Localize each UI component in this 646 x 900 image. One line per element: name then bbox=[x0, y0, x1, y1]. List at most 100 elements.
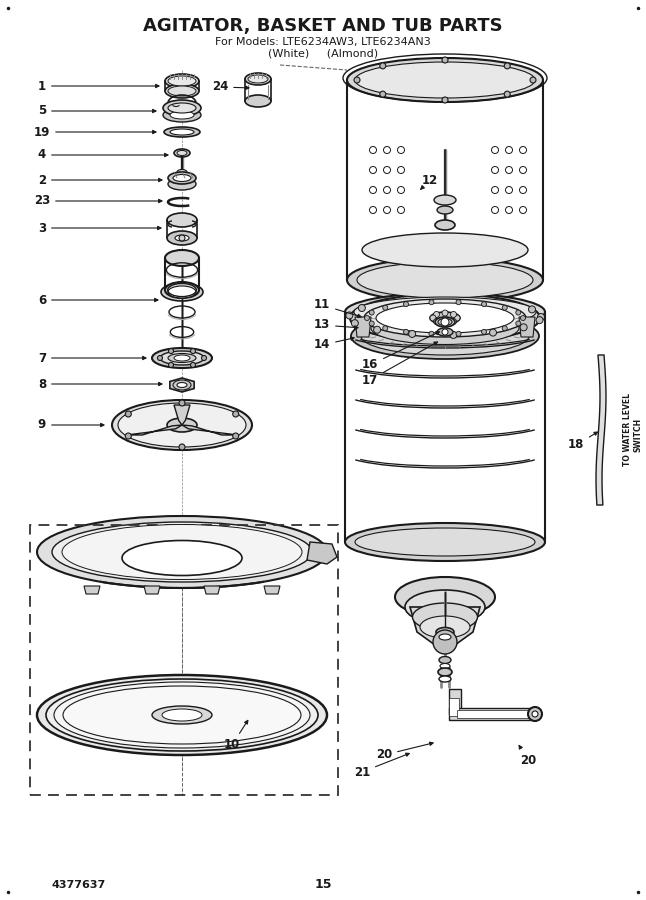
Circle shape bbox=[502, 326, 507, 331]
Circle shape bbox=[397, 206, 404, 213]
Text: 16: 16 bbox=[362, 332, 439, 372]
Circle shape bbox=[382, 326, 388, 331]
Circle shape bbox=[429, 331, 434, 337]
Ellipse shape bbox=[165, 282, 199, 298]
Ellipse shape bbox=[168, 286, 196, 298]
Ellipse shape bbox=[439, 634, 451, 640]
Circle shape bbox=[404, 302, 408, 307]
Circle shape bbox=[532, 711, 538, 717]
Circle shape bbox=[519, 186, 526, 194]
Polygon shape bbox=[449, 708, 535, 720]
Circle shape bbox=[456, 331, 461, 337]
Circle shape bbox=[492, 186, 499, 194]
Circle shape bbox=[481, 329, 486, 335]
Ellipse shape bbox=[163, 108, 201, 122]
Circle shape bbox=[179, 400, 185, 406]
Text: 1: 1 bbox=[38, 79, 159, 93]
Circle shape bbox=[359, 304, 366, 311]
Circle shape bbox=[433, 319, 439, 325]
Text: 8: 8 bbox=[38, 377, 162, 391]
Ellipse shape bbox=[437, 328, 453, 336]
Circle shape bbox=[354, 77, 360, 83]
Circle shape bbox=[433, 630, 457, 654]
Ellipse shape bbox=[175, 235, 189, 241]
Polygon shape bbox=[457, 710, 535, 718]
Ellipse shape bbox=[118, 403, 246, 447]
Ellipse shape bbox=[54, 682, 310, 748]
Circle shape bbox=[442, 97, 448, 103]
Ellipse shape bbox=[357, 262, 533, 298]
Circle shape bbox=[537, 313, 545, 320]
Ellipse shape bbox=[52, 522, 312, 582]
Ellipse shape bbox=[160, 351, 204, 365]
Ellipse shape bbox=[350, 294, 540, 342]
Circle shape bbox=[454, 315, 460, 321]
Ellipse shape bbox=[167, 418, 197, 432]
Circle shape bbox=[506, 147, 512, 154]
Circle shape bbox=[481, 302, 486, 307]
Circle shape bbox=[404, 329, 408, 335]
Ellipse shape bbox=[37, 516, 327, 588]
Polygon shape bbox=[127, 425, 182, 435]
Ellipse shape bbox=[430, 312, 460, 324]
Ellipse shape bbox=[435, 220, 455, 230]
Ellipse shape bbox=[165, 250, 199, 266]
Text: 15: 15 bbox=[314, 878, 332, 892]
Polygon shape bbox=[84, 586, 100, 594]
Text: 20: 20 bbox=[519, 745, 536, 767]
Ellipse shape bbox=[37, 675, 327, 755]
Text: For Models: LTE6234AW3, LTE6234AN3: For Models: LTE6234AW3, LTE6234AN3 bbox=[215, 37, 431, 47]
Circle shape bbox=[450, 319, 457, 325]
Ellipse shape bbox=[168, 86, 196, 96]
Circle shape bbox=[492, 206, 499, 213]
Ellipse shape bbox=[46, 679, 318, 751]
Polygon shape bbox=[182, 425, 238, 435]
Text: TO WATER LEVEL: TO WATER LEVEL bbox=[623, 393, 632, 466]
Circle shape bbox=[516, 310, 521, 315]
Circle shape bbox=[450, 311, 457, 318]
Ellipse shape bbox=[376, 303, 514, 333]
Circle shape bbox=[506, 166, 512, 174]
Circle shape bbox=[520, 324, 527, 331]
Polygon shape bbox=[170, 378, 194, 392]
Ellipse shape bbox=[245, 95, 271, 107]
Ellipse shape bbox=[174, 149, 190, 157]
Text: 3: 3 bbox=[38, 221, 161, 235]
Ellipse shape bbox=[354, 297, 536, 327]
Text: AGITATOR, BASKET AND TUB PARTS: AGITATOR, BASKET AND TUB PARTS bbox=[143, 17, 503, 35]
Ellipse shape bbox=[436, 627, 454, 636]
Text: 2: 2 bbox=[38, 174, 162, 186]
Circle shape bbox=[442, 310, 448, 316]
Circle shape bbox=[521, 316, 525, 320]
Circle shape bbox=[505, 63, 510, 69]
Circle shape bbox=[380, 63, 386, 69]
Circle shape bbox=[169, 348, 174, 354]
Circle shape bbox=[370, 206, 377, 213]
Circle shape bbox=[528, 306, 536, 313]
Polygon shape bbox=[355, 317, 371, 337]
Circle shape bbox=[519, 206, 526, 213]
Text: 20: 20 bbox=[376, 742, 433, 761]
Ellipse shape bbox=[167, 213, 197, 227]
Circle shape bbox=[492, 166, 499, 174]
Circle shape bbox=[202, 356, 207, 361]
Ellipse shape bbox=[362, 233, 528, 267]
Circle shape bbox=[158, 356, 163, 361]
Text: 9: 9 bbox=[38, 418, 104, 431]
Ellipse shape bbox=[173, 175, 191, 182]
Text: 24: 24 bbox=[212, 80, 249, 94]
Circle shape bbox=[409, 330, 415, 338]
Text: 17: 17 bbox=[362, 342, 437, 386]
Text: 12: 12 bbox=[421, 174, 438, 189]
Ellipse shape bbox=[371, 311, 519, 345]
Text: 18: 18 bbox=[568, 432, 598, 452]
Ellipse shape bbox=[395, 577, 495, 617]
Text: (White)     (Almond): (White) (Almond) bbox=[268, 48, 378, 58]
Ellipse shape bbox=[163, 100, 201, 116]
Circle shape bbox=[506, 206, 512, 213]
Polygon shape bbox=[307, 542, 337, 564]
Circle shape bbox=[430, 315, 436, 321]
Ellipse shape bbox=[168, 172, 196, 184]
Ellipse shape bbox=[435, 317, 455, 327]
Ellipse shape bbox=[161, 283, 203, 301]
